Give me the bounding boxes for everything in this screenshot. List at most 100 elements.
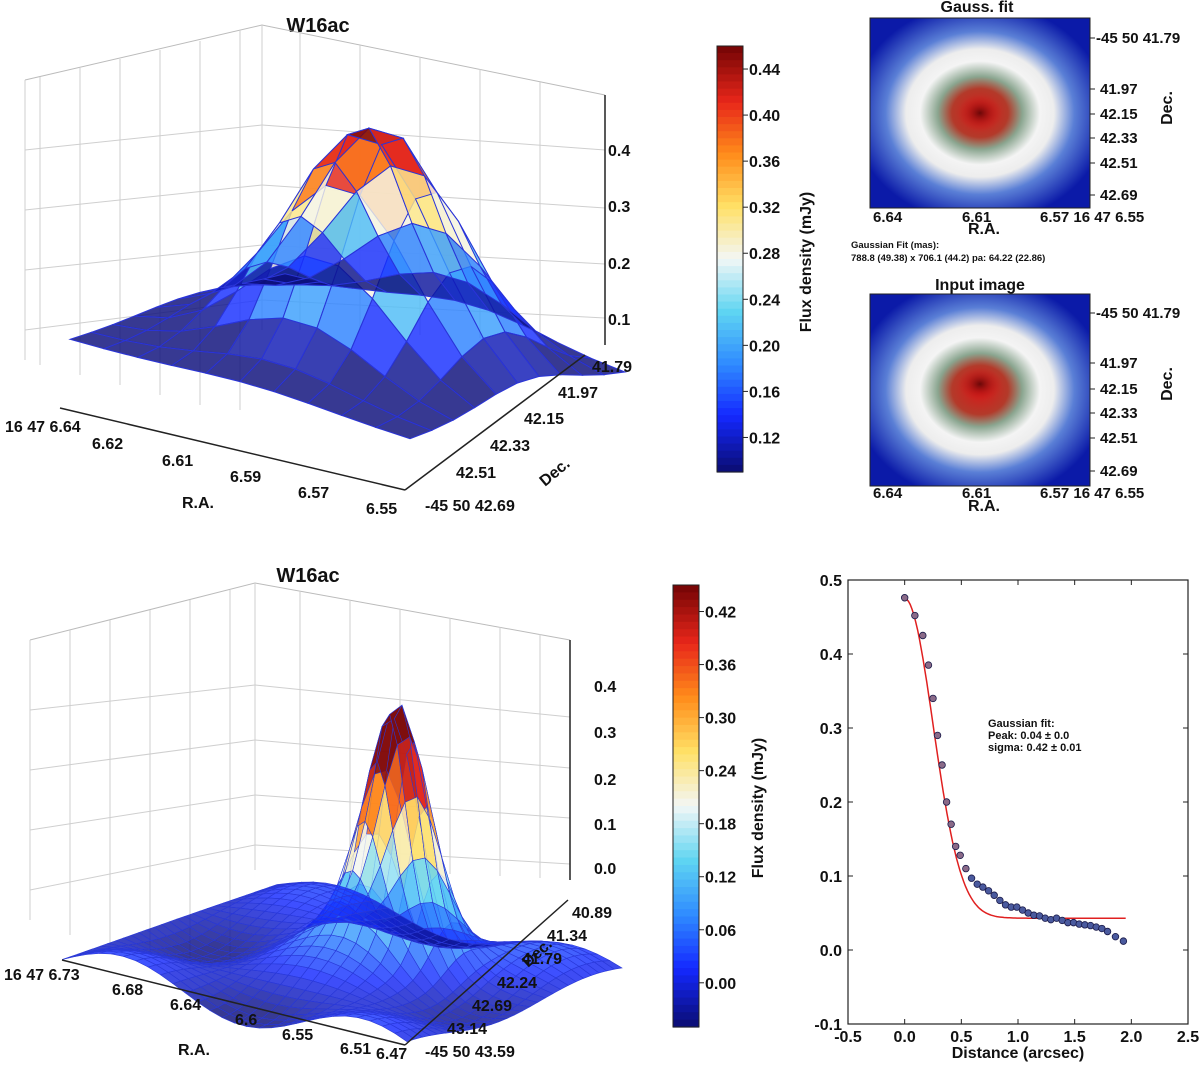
colorbar-segment (717, 294, 743, 303)
colorbar-segment (717, 67, 743, 75)
colorbar-label: Flux density (mJy) (750, 738, 767, 878)
legend-title: Gaussian fit: (988, 718, 1055, 730)
colorbar-segment (717, 259, 743, 267)
colorbar-segment (717, 180, 743, 189)
colorbar-segment (673, 702, 699, 711)
y-axis-label: Dec. (1159, 91, 1176, 125)
colorbar-tick-label: 0.18 (705, 817, 736, 834)
colorbar-segment (673, 923, 699, 932)
colorbar-segment (717, 230, 743, 239)
colorbar-segment (673, 651, 699, 660)
x-tick-label: 6.57 16 47 6.55 (1040, 209, 1144, 226)
colorbar-segment (673, 813, 699, 822)
colorbar-segment (717, 159, 743, 168)
colorbar-tick-label: 0.00 (705, 976, 736, 993)
y-tick-label: 41.97 (1100, 81, 1138, 98)
colorbar-segment (717, 401, 743, 409)
data-point (1013, 903, 1021, 911)
y-axis-right: -45 50 41.79 41.97 42.15 42.33 42.51 42.… (1090, 30, 1180, 204)
colorbar-segment (673, 982, 699, 991)
colorbar-segment (673, 680, 699, 689)
colorbar-segment (717, 344, 743, 352)
y-tick-label: -45 50 43.59 (425, 1044, 515, 1061)
z-tick-label: 0.1 (608, 312, 630, 329)
legend-sigma: sigma: 0.42 ± 0.01 (988, 742, 1081, 754)
panel-radial-profile: -0.1 0.0 0.1 0.2 0.3 0.4 0.5 -0.5 0.0 0.5 1.0 1.5 2… (814, 573, 1199, 1062)
y-tick-label: 0.2 (820, 795, 842, 812)
data-point (924, 661, 933, 669)
colorbar-segment (717, 138, 743, 146)
x-tick-label: 0.5 (950, 1029, 972, 1046)
data-point (1119, 937, 1128, 945)
colorbar-tick-label: 0.42 (705, 605, 736, 622)
data-point (951, 842, 960, 851)
colorbar-segment (717, 464, 743, 473)
colorbar-segment (717, 188, 743, 196)
x-tick-label: -0.5 (834, 1029, 862, 1046)
x-axis: -0.5 0.0 0.5 1.0 1.5 2.0 2.5 (834, 580, 1199, 1046)
colorbar-tick-label: 0.16 (749, 384, 780, 401)
y-tick-label: 43.14 (447, 1021, 487, 1038)
panel-input-image: Input image -45 50 41.79 41.97 42.15 42.… (869, 277, 1180, 515)
colorbar-tick-label: 0.12 (705, 870, 736, 887)
x-axis-label: R.A. (968, 498, 1000, 515)
x-tick-label: 6.64 (170, 997, 201, 1014)
x-tick-label: 6.57 (298, 485, 329, 502)
colorbar-tick-label: 0.44 (749, 62, 780, 79)
x-axis-label: Distance (arcsec) (952, 1045, 1085, 1062)
colorbar-segment (673, 968, 699, 977)
fit-curve (904, 597, 1126, 919)
z-tick-label: 0.4 (608, 143, 630, 160)
colorbar-segment (673, 783, 699, 792)
colorbar-segment (717, 124, 743, 132)
data-point (956, 851, 964, 859)
colorbar-segment (673, 909, 699, 918)
x-tick-label: 6.51 (340, 1041, 371, 1058)
x-tick-label: 2.0 (1120, 1029, 1142, 1046)
colorbar-segment (717, 422, 743, 430)
z-tick-label: 0.1 (594, 817, 616, 834)
x-tick-label: 6.59 (230, 469, 261, 486)
data-point (1018, 906, 1027, 914)
colorbar-segment (717, 195, 743, 203)
panel-gauss-fit: Gauss. fit -45 50 41.79 41.97 42.15 42.3… (851, 0, 1180, 264)
data-point (929, 694, 937, 703)
colorbar-gradient (672, 584, 700, 1028)
x-tick-label: 2.5 (1177, 1029, 1199, 1046)
colorbar-segment (673, 953, 699, 962)
colorbar-segment (717, 408, 743, 416)
colorbar-segment (673, 879, 699, 888)
y-tick-label: 41.79 (522, 951, 562, 968)
x-axis-label: R.A. (182, 495, 214, 512)
colorbar-segment (717, 457, 743, 466)
colorbar-segment (717, 102, 743, 111)
x-tick-label: 6.6 (235, 1012, 257, 1029)
surface-mesh (61, 704, 623, 1042)
colorbar-segment (717, 60, 743, 68)
colorbar-segment (717, 443, 743, 452)
colorbar-segment (673, 931, 699, 940)
colorbar-segment (673, 673, 699, 682)
x-axis-label: R.A. (178, 1042, 210, 1059)
y-tick-label: 41.34 (547, 928, 587, 945)
data-point (984, 887, 993, 895)
data-point (1111, 932, 1120, 941)
x-tick-label: 6.55 (366, 501, 397, 518)
y-tick-label: 42.69 (1100, 187, 1138, 204)
y-tick-label: 42.15 (524, 411, 564, 428)
colorbar-segment (717, 216, 743, 225)
colorbar-segment (673, 990, 699, 999)
heatmap-frame (869, 17, 1091, 209)
x-tick-label: 6.64 (873, 209, 903, 226)
colorbar-tick-label: 0.30 (705, 711, 736, 728)
colorbar-tick-label: 0.24 (705, 764, 736, 781)
y-tick-label: 0.4 (820, 647, 842, 664)
colorbar-segment (717, 88, 743, 97)
data-point (933, 731, 942, 740)
colorbar-segment (717, 287, 743, 296)
fit-annotation-title: Gaussian Fit (mas): (851, 240, 939, 251)
y-tick-label: 41.79 (592, 359, 632, 376)
colorbar-segment (673, 1012, 699, 1021)
colorbar-segment (673, 621, 699, 630)
data-point (979, 883, 987, 891)
